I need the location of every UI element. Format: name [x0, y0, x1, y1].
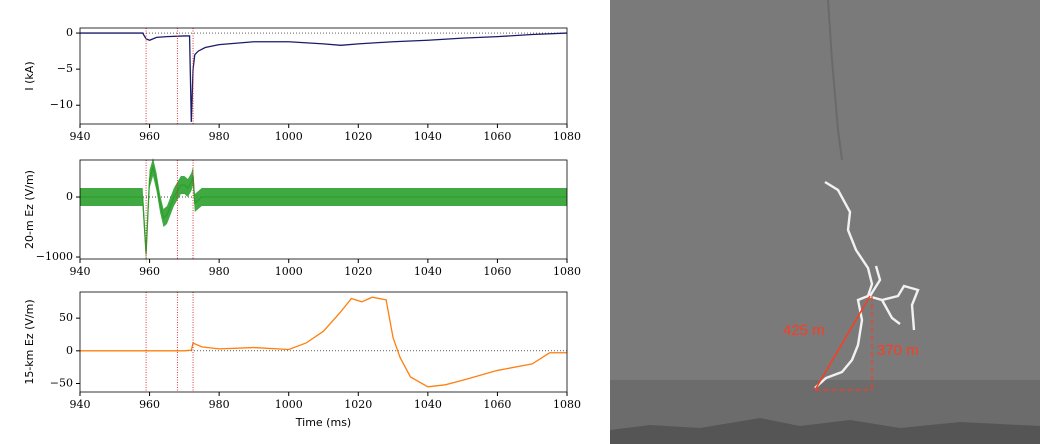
x-tick-label: 980: [209, 265, 230, 278]
x-tick-label: 980: [209, 398, 230, 411]
x-tick-label: 1080: [553, 130, 581, 143]
faint-channel: [827, 0, 843, 161]
plot-frame: [79, 291, 568, 393]
x-tick-label: 1020: [344, 130, 372, 143]
data-line: [80, 32, 568, 122]
y-axis-label: 20-m Ez (V/m): [23, 170, 36, 249]
x-tick-label: 1060: [483, 398, 511, 411]
x-tick-label: 940: [70, 398, 91, 411]
x-tick-label: 960: [139, 265, 160, 278]
y-tick-label: 0: [66, 344, 73, 357]
x-tick-label: 1020: [344, 398, 372, 411]
photo-background: [610, 0, 1040, 444]
plot-frame: [79, 27, 568, 125]
x-tick-label: 1000: [275, 265, 303, 278]
x-tick-label: 960: [139, 130, 160, 143]
horizon: [610, 418, 1040, 444]
plot-frame: [79, 159, 568, 260]
lightning-channel: [814, 180, 920, 389]
y-tick-label: −1000: [36, 250, 73, 263]
x-tick-label: 1040: [414, 265, 442, 278]
x-tick-label: 960: [139, 398, 160, 411]
x-tick-label: 1060: [483, 130, 511, 143]
y-tick-label: 0: [66, 26, 73, 39]
noise-band: [80, 158, 567, 264]
x-tick-label: 940: [70, 130, 91, 143]
y-tick-label: −10: [50, 98, 73, 111]
x-tick-label: 1000: [275, 130, 303, 143]
photo: 425 m 370 m: [610, 0, 1040, 444]
y-tick-label: 0: [66, 190, 73, 203]
x-tick-label: 1040: [414, 130, 442, 143]
x-tick-label: 980: [209, 130, 230, 143]
x-tick-label: 1000: [275, 398, 303, 411]
x-tick-label: 940: [70, 265, 91, 278]
y-tick-label: −50: [50, 377, 73, 390]
y-tick-label: 50: [59, 311, 73, 324]
data-line: [80, 296, 567, 388]
x-tick-label: 1080: [553, 398, 581, 411]
x-tick-label: 1060: [483, 265, 511, 278]
y-axis-label: I (kA): [23, 61, 36, 90]
annotation: 370 m: [877, 342, 919, 359]
x-axis-label: Time (ms): [295, 416, 351, 429]
distance-line: [814, 295, 871, 391]
y-axis-label: 15-km Ez (V/m): [23, 299, 36, 384]
data-line: [80, 164, 567, 255]
annotation: 425 m: [783, 322, 825, 339]
x-tick-label: 1080: [553, 265, 581, 278]
y-tick-label: −5: [57, 62, 73, 75]
x-tick-label: 1040: [414, 398, 442, 411]
x-tick-label: 1020: [344, 265, 372, 278]
